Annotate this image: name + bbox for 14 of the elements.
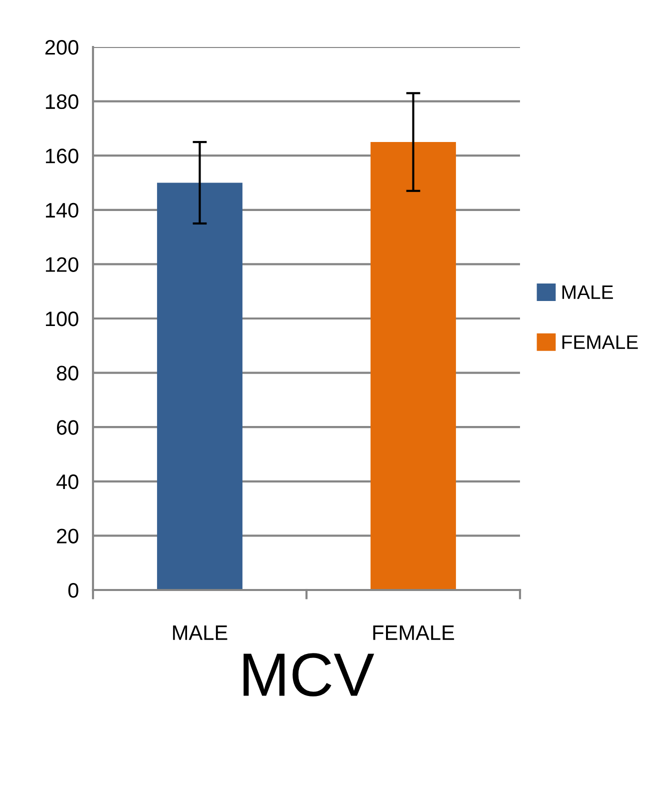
y-tick-label: 160 xyxy=(46,148,78,164)
y-tick-label: 140 xyxy=(46,202,78,218)
y-tick-label: 40 xyxy=(56,474,78,490)
legend-label: MALE xyxy=(562,286,613,299)
y-tick-label: 60 xyxy=(57,420,78,435)
text: MCV xyxy=(244,653,374,696)
y-tick-label: 120 xyxy=(46,257,78,272)
y-tick-label: 180 xyxy=(46,94,78,110)
y-tick-label: 80 xyxy=(56,366,78,381)
y-tick-label: 100 xyxy=(46,312,78,326)
y-tick-label: 20 xyxy=(56,528,78,544)
legend-label: FEMALE xyxy=(562,335,638,349)
y-tick-label: 200 xyxy=(45,40,78,55)
y-tick-label: 0 xyxy=(68,583,78,598)
